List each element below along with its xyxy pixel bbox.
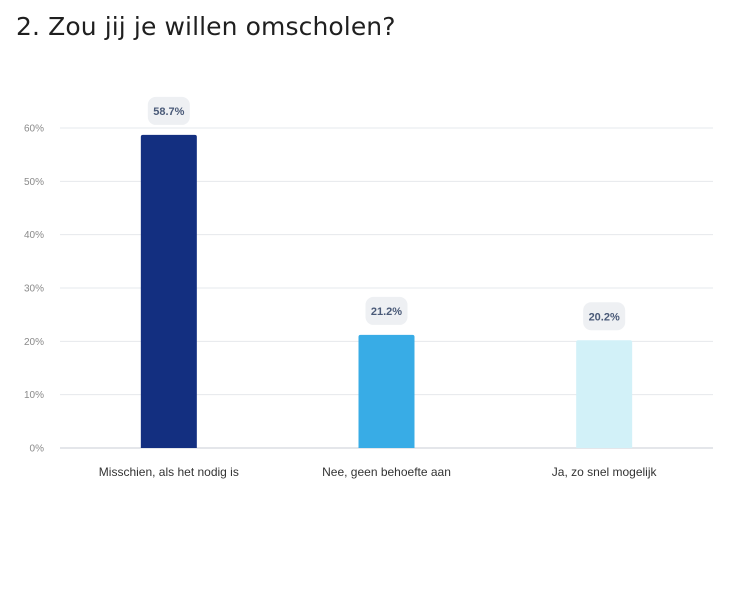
y-tick-label: 50% [24, 177, 44, 188]
category-label: Nee, geen behoefte aan [322, 465, 451, 479]
category-label: Misschien, als het nodig is [99, 465, 239, 479]
value-label-pill [147, 96, 190, 125]
page-title: 2. Zou jij je willen omscholen? [16, 12, 396, 41]
category-label: Ja, zo snel mogelijk [552, 465, 658, 479]
bar [576, 340, 633, 448]
y-tick-label: 10% [24, 390, 44, 401]
bar [140, 134, 197, 448]
value-label-pill [365, 296, 408, 325]
y-tick-label: 40% [24, 230, 44, 241]
value-label: 20.2% [589, 311, 620, 323]
y-tick-label: 20% [24, 337, 44, 348]
bar [358, 334, 415, 448]
y-tick-label: 0% [30, 444, 45, 455]
value-label: 21.2% [371, 306, 402, 318]
y-tick-label: 60% [24, 124, 44, 135]
value-label: 58.7% [153, 106, 184, 118]
value-label-pill [583, 302, 626, 331]
y-tick-label: 30% [24, 284, 44, 295]
